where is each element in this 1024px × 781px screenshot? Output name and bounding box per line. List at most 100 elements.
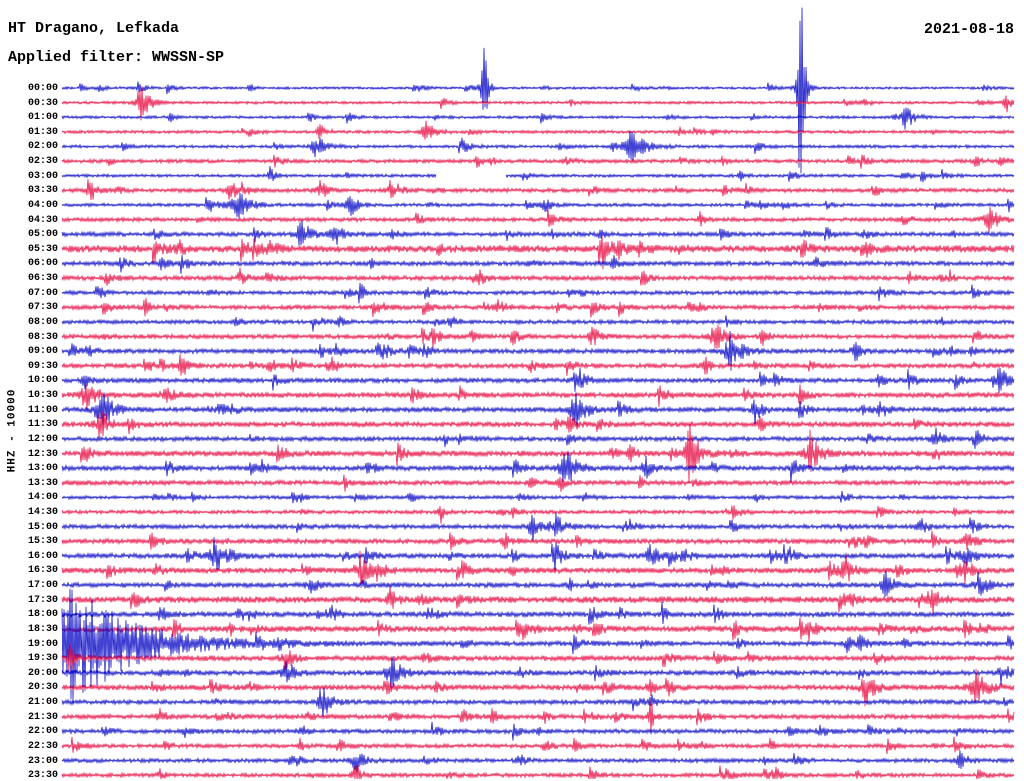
trace-row-14:30 [61, 505, 1015, 524]
trace-row-13:00 [61, 451, 1015, 483]
time-label: 08:30 [27, 331, 58, 343]
trace-row-16:00 [61, 537, 1015, 573]
time-label: 01:00 [27, 112, 58, 124]
time-label: 23:00 [27, 755, 58, 767]
trace-row-03:00 [61, 166, 1015, 183]
time-label: 14:00 [27, 492, 58, 504]
time-label: 13:00 [27, 463, 58, 475]
time-label: 19:00 [27, 638, 58, 650]
time-label: 12:00 [27, 433, 58, 445]
time-label: 09:30 [27, 360, 58, 372]
trace-row-20:00 [61, 656, 1015, 690]
time-label: 00:30 [27, 97, 58, 109]
trace-row-08:30 [61, 324, 1015, 349]
trace-row-18:30 [61, 617, 1015, 642]
trace-row-03:30 [61, 179, 1015, 201]
time-label: 18:00 [27, 609, 58, 621]
time-label: 21:30 [27, 711, 58, 723]
trace-row-11:00 [61, 392, 1015, 430]
time-label: 20:30 [27, 682, 58, 694]
trace-row-21:30 [61, 699, 1015, 732]
trace-row-01:00 [61, 107, 1015, 130]
trace-row-19:00 [61, 588, 1015, 703]
trace-row-08:00 [61, 315, 1015, 332]
trace-row-11:30 [61, 410, 1015, 437]
time-label: 14:30 [27, 506, 58, 518]
time-label: 09:00 [27, 346, 58, 358]
time-label: 02:00 [27, 141, 58, 153]
trace-row-23:30 [61, 765, 1015, 780]
time-label: 04:00 [27, 199, 58, 211]
time-label: 16:30 [27, 565, 58, 577]
time-label: 13:30 [27, 477, 58, 489]
trace-row-05:30 [61, 235, 1015, 270]
trace-row-06:00 [61, 254, 1015, 274]
filter-label: Applied filter: WWSSN-SP [8, 49, 225, 66]
time-label: 01:30 [27, 126, 58, 138]
time-label: 17:00 [27, 580, 58, 592]
time-label: 06:00 [27, 258, 58, 270]
station-title: HT Dragano, Lefkada [8, 20, 180, 37]
trace-row-09:00 [61, 330, 1015, 371]
trace-row-20:30 [61, 668, 1015, 707]
trace-row-12:30 [61, 421, 1015, 483]
trace-row-05:00 [61, 220, 1015, 246]
time-label: 10:30 [27, 390, 58, 402]
trace-row-13:30 [61, 474, 1015, 492]
trace-row-00:30 [61, 86, 1015, 121]
trace-row-18:00 [61, 602, 1015, 625]
trace-row-02:30 [61, 154, 1015, 169]
trace-row-07:00 [61, 282, 1015, 304]
trace-row-04:00 [61, 192, 1015, 219]
trace-row-07:30 [61, 297, 1015, 318]
time-label: 23:30 [27, 770, 58, 781]
time-label: 12:30 [27, 448, 58, 460]
trace-row-15:00 [61, 512, 1015, 543]
time-label: 22:00 [27, 726, 58, 738]
trace-row-21:00 [61, 687, 1015, 720]
time-label: 22:30 [27, 740, 58, 752]
time-label: 06:30 [27, 273, 58, 285]
trace-row-09:30 [61, 354, 1015, 376]
trace-row-02:00 [61, 130, 1015, 161]
trace-row-06:30 [61, 267, 1015, 286]
trace-row-17:00 [61, 571, 1015, 598]
time-label: 00:00 [27, 83, 58, 94]
trace-row-01:30 [61, 120, 1015, 140]
time-label: 18:30 [27, 623, 58, 635]
time-label: 15:30 [27, 536, 58, 548]
time-label: 05:30 [27, 243, 58, 255]
time-label: 10:00 [27, 375, 58, 387]
trace-row-22:30 [61, 736, 1015, 755]
trace-row-19:30 [61, 643, 1015, 673]
trace-row-15:30 [61, 530, 1015, 551]
time-label: 17:30 [27, 594, 58, 606]
time-label: 20:00 [27, 667, 58, 679]
time-label: 19:30 [27, 653, 58, 665]
time-label: 07:00 [27, 287, 58, 299]
trace-row-14:00 [61, 490, 1015, 504]
trace-row-04:30 [61, 207, 1015, 233]
time-label: 16:00 [27, 550, 58, 562]
time-label: 15:00 [27, 521, 58, 533]
time-label: 08:00 [27, 316, 58, 328]
trace-row-12:00 [61, 427, 1015, 449]
time-label: 03:00 [27, 170, 58, 182]
time-label: 11:00 [27, 404, 58, 416]
time-label: 02:30 [27, 156, 58, 168]
trace-row-10:30 [61, 384, 1015, 411]
time-label: 21:00 [27, 697, 58, 709]
trace-row-00:00 [61, 7, 1015, 174]
time-label: 03:30 [27, 185, 58, 197]
time-label: 05:00 [27, 229, 58, 241]
time-label: 11:30 [27, 419, 58, 431]
trace-row-23:00 [61, 750, 1015, 772]
trace-row-16:30 [61, 550, 1015, 589]
time-label: 07:30 [27, 302, 58, 314]
time-label: 04:30 [27, 214, 58, 226]
date-label: 2021-08-18 [923, 21, 1014, 38]
trace-row-10:00 [61, 367, 1015, 393]
trace-row-17:30 [61, 586, 1015, 614]
